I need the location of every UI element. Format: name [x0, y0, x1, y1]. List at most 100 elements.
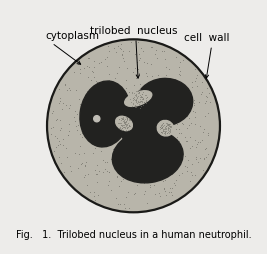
Point — [133, 66, 138, 70]
Point — [178, 145, 182, 149]
Point — [138, 93, 142, 97]
Point — [160, 123, 164, 127]
Point — [118, 46, 122, 50]
Point — [112, 137, 116, 141]
Point — [134, 98, 138, 102]
Point — [105, 97, 109, 101]
Point — [167, 128, 172, 132]
Point — [127, 122, 132, 126]
Point — [121, 120, 126, 124]
Point — [171, 181, 176, 185]
Point — [178, 101, 182, 105]
Point — [103, 160, 108, 164]
Point — [161, 127, 165, 131]
Point — [133, 192, 137, 196]
Point — [147, 98, 151, 102]
Point — [163, 129, 168, 133]
Point — [144, 157, 148, 161]
Point — [58, 118, 62, 122]
Point — [167, 122, 171, 126]
Point — [76, 123, 80, 127]
Point — [180, 100, 184, 104]
Point — [158, 78, 162, 83]
Point — [107, 93, 111, 97]
Point — [143, 84, 147, 88]
Point — [193, 79, 198, 83]
Point — [160, 126, 164, 130]
Point — [208, 100, 212, 104]
Point — [172, 146, 177, 150]
Point — [132, 144, 136, 148]
Point — [145, 154, 149, 158]
Point — [138, 142, 143, 146]
Point — [105, 160, 109, 164]
Point — [147, 168, 151, 172]
Point — [148, 183, 152, 187]
Point — [153, 52, 157, 56]
Point — [55, 117, 59, 121]
Point — [131, 96, 135, 100]
Point — [60, 107, 64, 111]
Point — [119, 47, 123, 51]
Point — [180, 86, 185, 90]
Point — [167, 152, 171, 156]
Point — [167, 123, 171, 127]
Point — [62, 83, 67, 87]
Point — [135, 60, 139, 65]
Point — [128, 142, 132, 146]
Point — [150, 45, 154, 49]
Point — [200, 138, 204, 142]
Point — [124, 115, 128, 119]
Point — [117, 128, 122, 132]
Point — [125, 116, 129, 120]
Point — [187, 179, 192, 183]
Point — [135, 96, 139, 100]
Point — [203, 101, 207, 105]
Point — [134, 105, 138, 109]
Point — [136, 138, 140, 142]
Point — [93, 79, 98, 83]
Point — [118, 94, 122, 98]
Point — [125, 125, 129, 130]
Point — [107, 72, 111, 76]
Point — [158, 125, 162, 130]
Point — [162, 189, 167, 193]
Point — [80, 131, 84, 135]
Point — [148, 185, 152, 189]
Point — [162, 178, 167, 182]
Point — [85, 105, 89, 109]
Point — [152, 87, 157, 91]
Point — [125, 116, 129, 120]
Point — [93, 198, 97, 202]
Point — [169, 125, 173, 130]
Point — [174, 55, 179, 59]
Point — [116, 107, 120, 111]
Point — [125, 126, 129, 131]
Point — [147, 95, 152, 99]
Point — [133, 92, 138, 97]
Point — [170, 186, 174, 190]
Point — [119, 118, 123, 122]
Point — [144, 101, 149, 105]
Point — [135, 100, 140, 104]
Point — [137, 90, 141, 94]
Point — [124, 119, 128, 123]
Point — [150, 74, 154, 78]
Point — [111, 99, 115, 103]
Point — [54, 118, 58, 122]
Point — [201, 168, 205, 172]
Point — [121, 116, 125, 120]
Point — [137, 71, 141, 75]
Point — [168, 124, 172, 128]
Point — [184, 139, 189, 143]
Point — [117, 184, 121, 188]
Point — [196, 160, 200, 164]
Point — [128, 118, 132, 122]
Point — [90, 69, 95, 73]
Point — [117, 117, 121, 121]
Point — [115, 44, 120, 49]
Point — [121, 125, 125, 129]
Point — [138, 87, 142, 91]
Ellipse shape — [116, 116, 132, 131]
Point — [158, 194, 162, 198]
